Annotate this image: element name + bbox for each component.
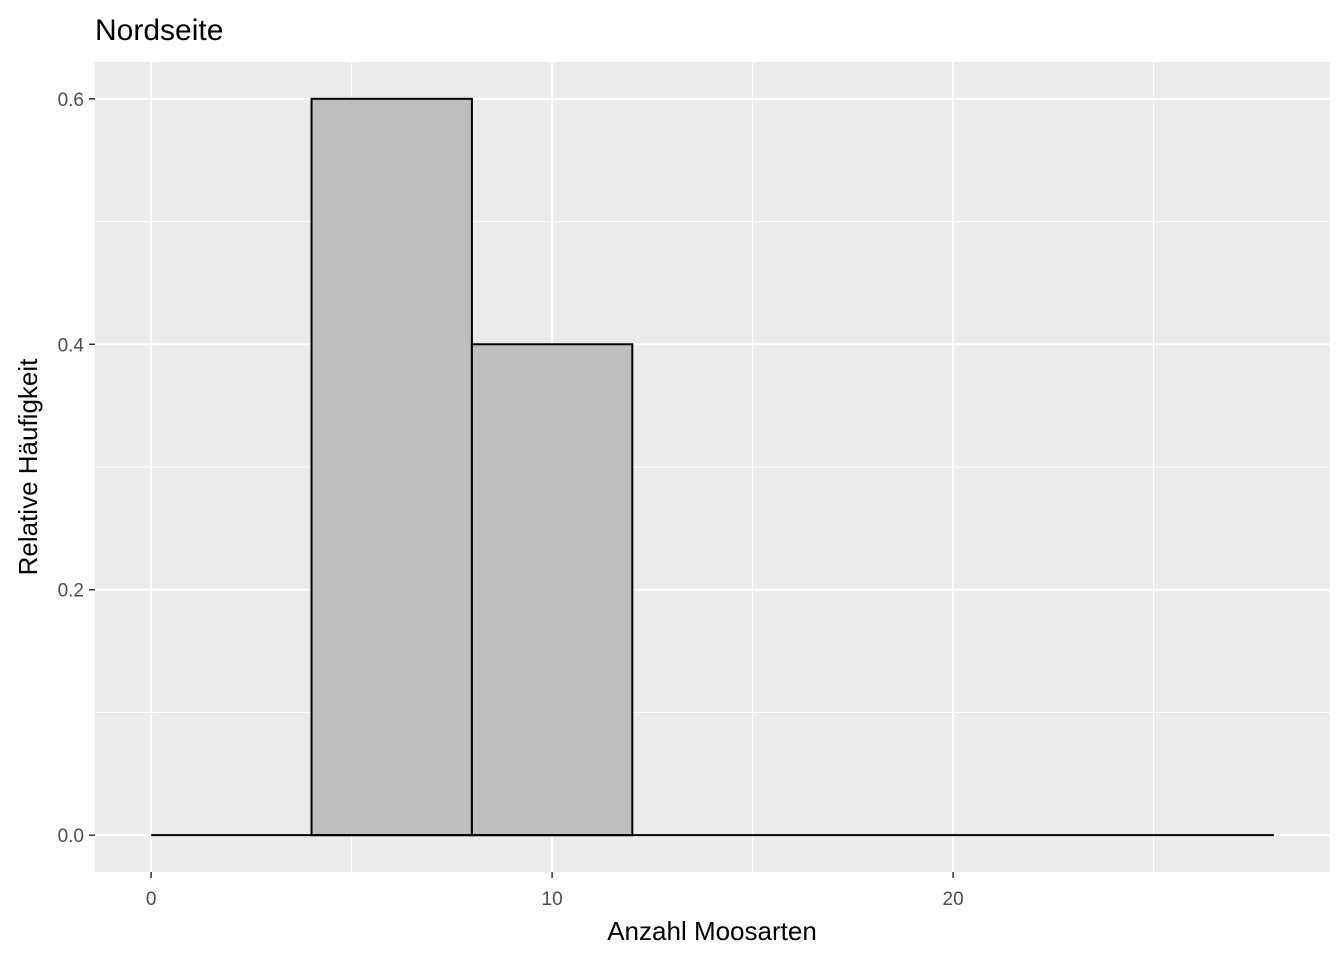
x-tick-label: 10 (542, 889, 563, 910)
chart-title: Nordseite (95, 14, 223, 47)
y-tick-label: 0.4 (58, 335, 85, 356)
x-axis-title: Anzahl Moosarten (607, 916, 817, 946)
x-tick-label: 0 (146, 889, 157, 910)
y-axis: 0.0 0.2 0.4 0.6 (58, 90, 95, 847)
y-axis-title: Relative Häufigkeit (13, 358, 43, 576)
y-tick-label: 0.2 (58, 581, 84, 602)
x-tick-label: 20 (943, 889, 964, 910)
histogram-bar (470, 343, 634, 837)
x-axis: 0 10 20 (146, 872, 964, 910)
histogram-bars (310, 97, 634, 837)
y-tick-label: 0.0 (58, 826, 84, 847)
y-tick-label: 0.6 (58, 90, 84, 111)
histogram-bar (310, 97, 473, 837)
